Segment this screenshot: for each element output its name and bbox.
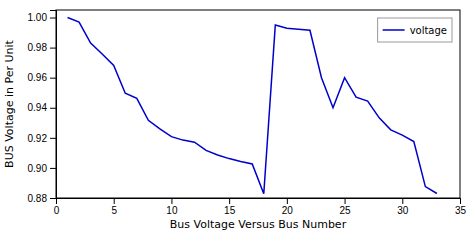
x-axis-title: Bus Voltage Versus Bus Number <box>170 218 347 231</box>
tick-mark <box>50 168 56 169</box>
tick-label: 1.00 <box>28 12 48 23</box>
tick-label: 20 <box>282 205 294 216</box>
tick-mark <box>229 198 230 204</box>
tick: 0.90 <box>28 163 56 174</box>
tick-label: 25 <box>340 205 352 216</box>
tick-label: 35 <box>455 205 467 216</box>
tick: 0.94 <box>28 102 56 113</box>
tick-mark <box>402 198 403 204</box>
tick: 20 <box>282 198 294 216</box>
tick-mark <box>50 48 56 49</box>
tick-mark <box>287 198 288 204</box>
tick-mark <box>50 78 56 79</box>
tick: 10 <box>166 198 178 216</box>
tick: 0.92 <box>28 133 56 144</box>
tick: 5 <box>111 198 117 216</box>
legend-swatch <box>383 29 405 31</box>
tick-label: 10 <box>166 205 178 216</box>
tick-label: 15 <box>224 205 236 216</box>
legend: voltage <box>378 18 452 42</box>
tick-label: 0.96 <box>28 72 48 83</box>
tick: 30 <box>397 198 409 216</box>
tick-label: 0.98 <box>28 42 48 53</box>
plot: 0 5 10 15 20 25 30 35 0.88 0.90 0.92 0.94 0.96 0.98 1.… <box>28 10 467 216</box>
tick-label: 0 <box>54 205 60 216</box>
y-axis: 0.88 0.90 0.92 0.94 0.96 0.98 1.00 <box>28 11 57 204</box>
legend-item: voltage <box>383 25 447 36</box>
y-axis-title: BUS Voltage in Per Unit <box>3 39 16 167</box>
series-line <box>68 18 437 194</box>
tick: 15 <box>224 198 236 216</box>
tick-mark <box>50 18 56 19</box>
legend-box <box>378 18 452 42</box>
tick-mark <box>114 198 115 204</box>
tick: 0 <box>54 198 60 216</box>
tick-label: 0.94 <box>28 102 48 113</box>
tick: 1.00 <box>28 12 56 23</box>
tick-mark <box>345 198 346 204</box>
x-axis: 0 5 10 15 20 25 30 35 <box>54 198 467 216</box>
series-group <box>68 18 437 194</box>
tick-mark <box>50 138 56 139</box>
tick-label: 0.88 <box>28 193 48 204</box>
tick-mark <box>50 198 56 199</box>
tick: 35 <box>455 198 467 216</box>
tick-mark <box>50 108 56 109</box>
tick-label: 30 <box>397 205 409 216</box>
chart: 0 5 10 15 20 25 30 35 0.88 0.90 0.92 0.94 0.96 0.98 1.… <box>0 0 474 234</box>
tick: 0.98 <box>28 42 56 53</box>
tick: 25 <box>340 198 352 216</box>
tick-label: 5 <box>111 205 117 216</box>
tick: 0.96 <box>28 72 56 83</box>
tick-mark <box>460 198 461 204</box>
tick-mark <box>171 198 172 204</box>
axis-domain <box>57 199 461 205</box>
legend-label: voltage <box>410 25 447 36</box>
tick: 0.88 <box>28 193 56 204</box>
tick-label: 0.90 <box>28 163 48 174</box>
plot-frame <box>56 10 460 198</box>
tick-label: 0.92 <box>28 133 48 144</box>
